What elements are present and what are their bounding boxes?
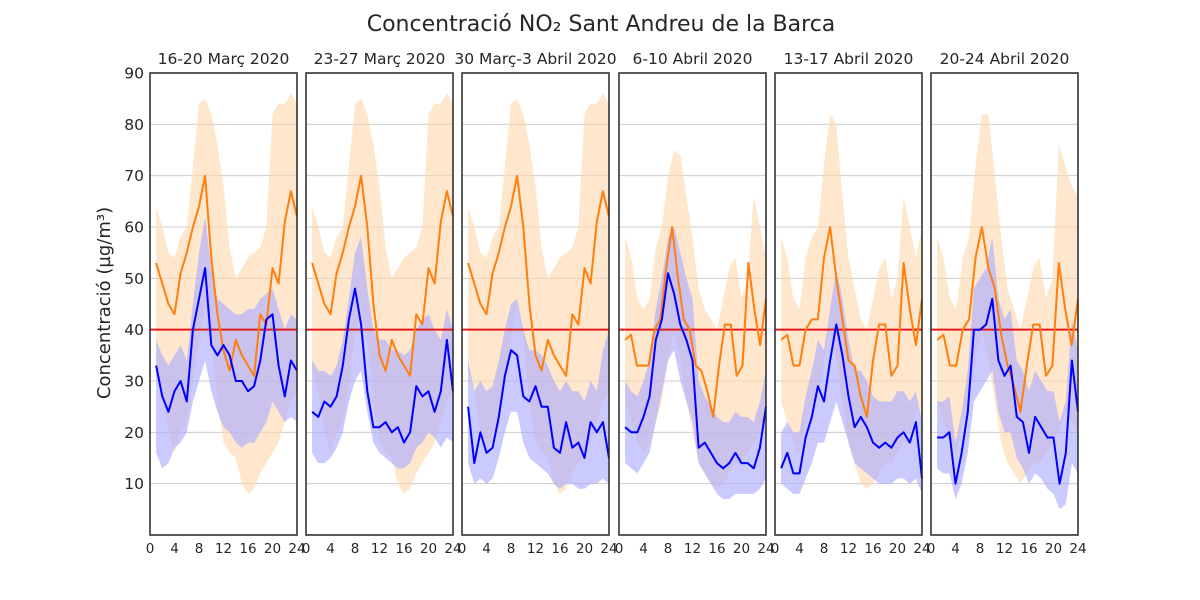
panel-5: 13-17 Abril 2020 0 4 8 12 16 20 24 xyxy=(771,50,931,557)
x-tick-label: 16 xyxy=(708,541,725,557)
reference-series-line xyxy=(155,174,298,377)
x-tick-label: 0 xyxy=(302,541,311,557)
panel-frame xyxy=(461,72,610,536)
panel-2: 23-27 Març 2020 0 4 8 12 16 20 24 xyxy=(302,50,462,557)
panel-title: 20-24 Abril 2020 xyxy=(940,50,1070,68)
x-tick-label: 24 xyxy=(757,541,774,557)
reference-series-line xyxy=(780,226,923,418)
x-tick-label: 8 xyxy=(976,541,985,557)
y-tick-label: 90 xyxy=(124,65,144,83)
current-series-line xyxy=(937,297,1079,485)
x-tick-label: 0 xyxy=(146,541,155,557)
y-tick-label: 30 xyxy=(124,373,144,391)
y-tick-label: 20 xyxy=(124,424,144,442)
current-series-line xyxy=(624,272,767,470)
panel-frame xyxy=(930,72,1079,536)
x-tick-label: 8 xyxy=(664,541,673,557)
x-tick-label: 8 xyxy=(195,541,204,557)
x-tick-label: 4 xyxy=(482,541,491,557)
x-tick-label: 20 xyxy=(576,541,593,557)
y-tick-label: 40 xyxy=(124,321,144,339)
x-tick-label: 16 xyxy=(239,541,256,557)
panel-1: 16-20 Març 2020 0 4 8 12 16 20 24 10 20 30 40 50 60 70… xyxy=(124,50,305,557)
y-tick-label: 70 xyxy=(124,167,144,185)
current-band xyxy=(312,237,453,469)
chart-title: Concentració NO₂ Sant Andreu de la Barca xyxy=(367,12,836,37)
panel-title: 30 Març-3 Abril 2020 xyxy=(454,50,616,68)
current-band xyxy=(937,237,1078,510)
current-series-line xyxy=(780,323,923,479)
x-tick-label: 8 xyxy=(820,541,829,557)
current-series-line xyxy=(467,349,610,465)
x-tick-label: 0 xyxy=(927,541,936,557)
y-tick-label: 10 xyxy=(124,475,144,493)
panel-6: 20-24 Abril 2020 0 4 8 12 16 20 24 xyxy=(927,50,1087,557)
reference-series-line xyxy=(467,174,610,377)
x-tick-label: 12 xyxy=(371,541,388,557)
current-series-line xyxy=(311,287,454,444)
x-tick-label: 4 xyxy=(795,541,804,557)
x-tick-label: 0 xyxy=(615,541,624,557)
panel-4: 6-10 Abril 2020 0 4 8 12 16 20 24 xyxy=(615,50,775,557)
x-tick-label: 16 xyxy=(864,541,881,557)
x-tick-label: 24 xyxy=(288,541,305,557)
y-tick-label: 50 xyxy=(124,270,144,288)
panel-frame xyxy=(618,72,767,536)
x-tick-label: 16 xyxy=(1020,541,1037,557)
x-tick-label: 24 xyxy=(444,541,461,557)
x-tick-label: 24 xyxy=(600,541,617,557)
x-tick-label: 8 xyxy=(351,541,360,557)
x-tick-label: 12 xyxy=(215,541,232,557)
panel-frame xyxy=(774,72,923,536)
reference-series-line xyxy=(624,226,767,418)
y-tick-label: 60 xyxy=(124,219,144,237)
x-tick-label: 12 xyxy=(996,541,1013,557)
x-tick-label: 24 xyxy=(1069,541,1086,557)
x-tick-label: 20 xyxy=(733,541,750,557)
x-tick-label: 20 xyxy=(420,541,437,557)
x-tick-label: 16 xyxy=(551,541,568,557)
panel-title: 6-10 Abril 2020 xyxy=(633,50,753,68)
current-band xyxy=(156,216,297,469)
x-tick-label: 12 xyxy=(684,541,701,557)
x-tick-label: 4 xyxy=(951,541,960,557)
panel-3: 30 Març-3 Abril 2020 0 4 8 12 16 20 24 xyxy=(454,50,617,557)
panel-title: 16-20 Març 2020 xyxy=(158,50,290,68)
x-tick-label: 0 xyxy=(458,541,467,557)
reference-band xyxy=(625,150,766,489)
x-tick-label: 4 xyxy=(639,541,648,557)
x-tick-label: 20 xyxy=(264,541,281,557)
y-axis-label: Concentració (µg/m³) xyxy=(94,207,115,399)
panel-frame xyxy=(305,72,454,536)
panel-title: 13-17 Abril 2020 xyxy=(784,50,914,68)
x-tick-label: 24 xyxy=(913,541,930,557)
x-tick-label: 20 xyxy=(889,541,906,557)
reference-series-line xyxy=(936,226,1079,413)
current-band xyxy=(781,268,922,494)
x-tick-label: 20 xyxy=(1045,541,1062,557)
x-tick-label: 12 xyxy=(527,541,544,557)
x-tick-label: 4 xyxy=(170,541,179,557)
y-tick-label: 80 xyxy=(124,116,144,134)
current-series-line xyxy=(155,267,298,413)
x-tick-label: 4 xyxy=(326,541,335,557)
x-tick-label: 16 xyxy=(395,541,412,557)
panel-frame xyxy=(149,72,298,536)
reference-series-line xyxy=(311,174,454,377)
x-tick-label: 12 xyxy=(840,541,857,557)
panel-title: 23-27 Març 2020 xyxy=(314,50,446,68)
x-tick-label: 0 xyxy=(771,541,780,557)
x-tick-label: 8 xyxy=(507,541,516,557)
